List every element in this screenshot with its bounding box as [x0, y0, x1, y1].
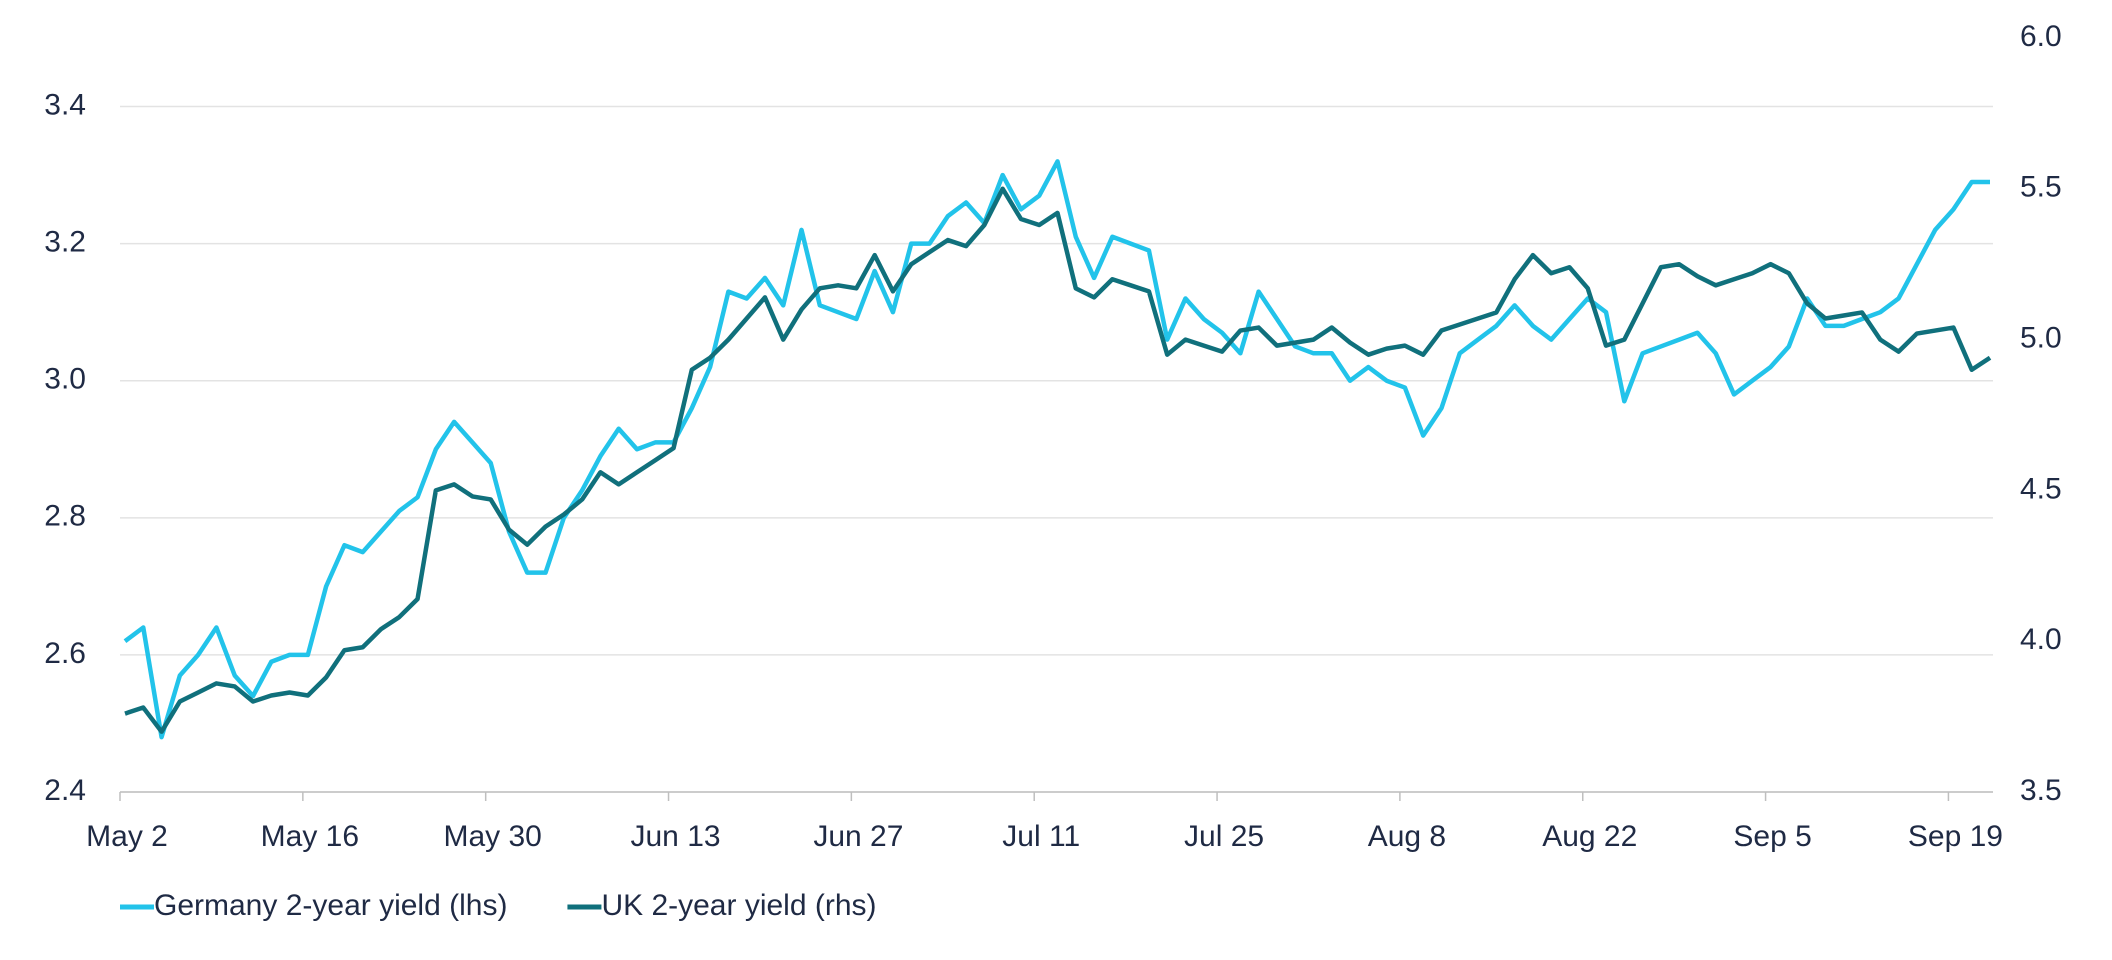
x-tick-label: Jul 25	[1184, 820, 1264, 853]
y-tick-label: 2.6	[44, 637, 86, 670]
y2-tick-label: 4.5	[2020, 472, 2062, 505]
x-tick-label: Aug 8	[1368, 820, 1446, 853]
y2-tick-label: 5.0	[2020, 322, 2062, 355]
x-tick-label: May 16	[261, 820, 359, 853]
y2-tick-label: 5.5	[2020, 171, 2062, 204]
y2-tick-label: 3.5	[2020, 774, 2062, 807]
legend-label: Germany 2-year yield (lhs)	[154, 889, 507, 922]
x-tick-label: May 30	[443, 820, 541, 853]
x-tick-label: Jun 27	[813, 820, 903, 853]
x-tick-label: Aug 22	[1542, 820, 1637, 853]
legend-label: UK 2-year yield (rhs)	[601, 889, 876, 922]
x-tick-label: Jun 13	[630, 820, 720, 853]
x-tick-label: Jul 11	[1002, 820, 1080, 853]
y-tick-label: 2.8	[44, 500, 86, 533]
y-tick-label: 3.0	[44, 363, 86, 396]
y2-tick-label: 6.0	[2020, 20, 2062, 53]
x-tick-label: May 2	[86, 820, 168, 853]
y-tick-label: 3.4	[44, 88, 86, 121]
y-tick-label: 3.2	[44, 226, 86, 259]
y-tick-label: 2.4	[44, 774, 86, 807]
series-line	[124, 186, 1992, 734]
series-line	[123, 159, 1990, 740]
y2-tick-label: 4.0	[2020, 623, 2062, 656]
x-tick-label: Sep 5	[1733, 820, 1811, 853]
x-tick-label: Sep 19	[1908, 820, 2003, 853]
